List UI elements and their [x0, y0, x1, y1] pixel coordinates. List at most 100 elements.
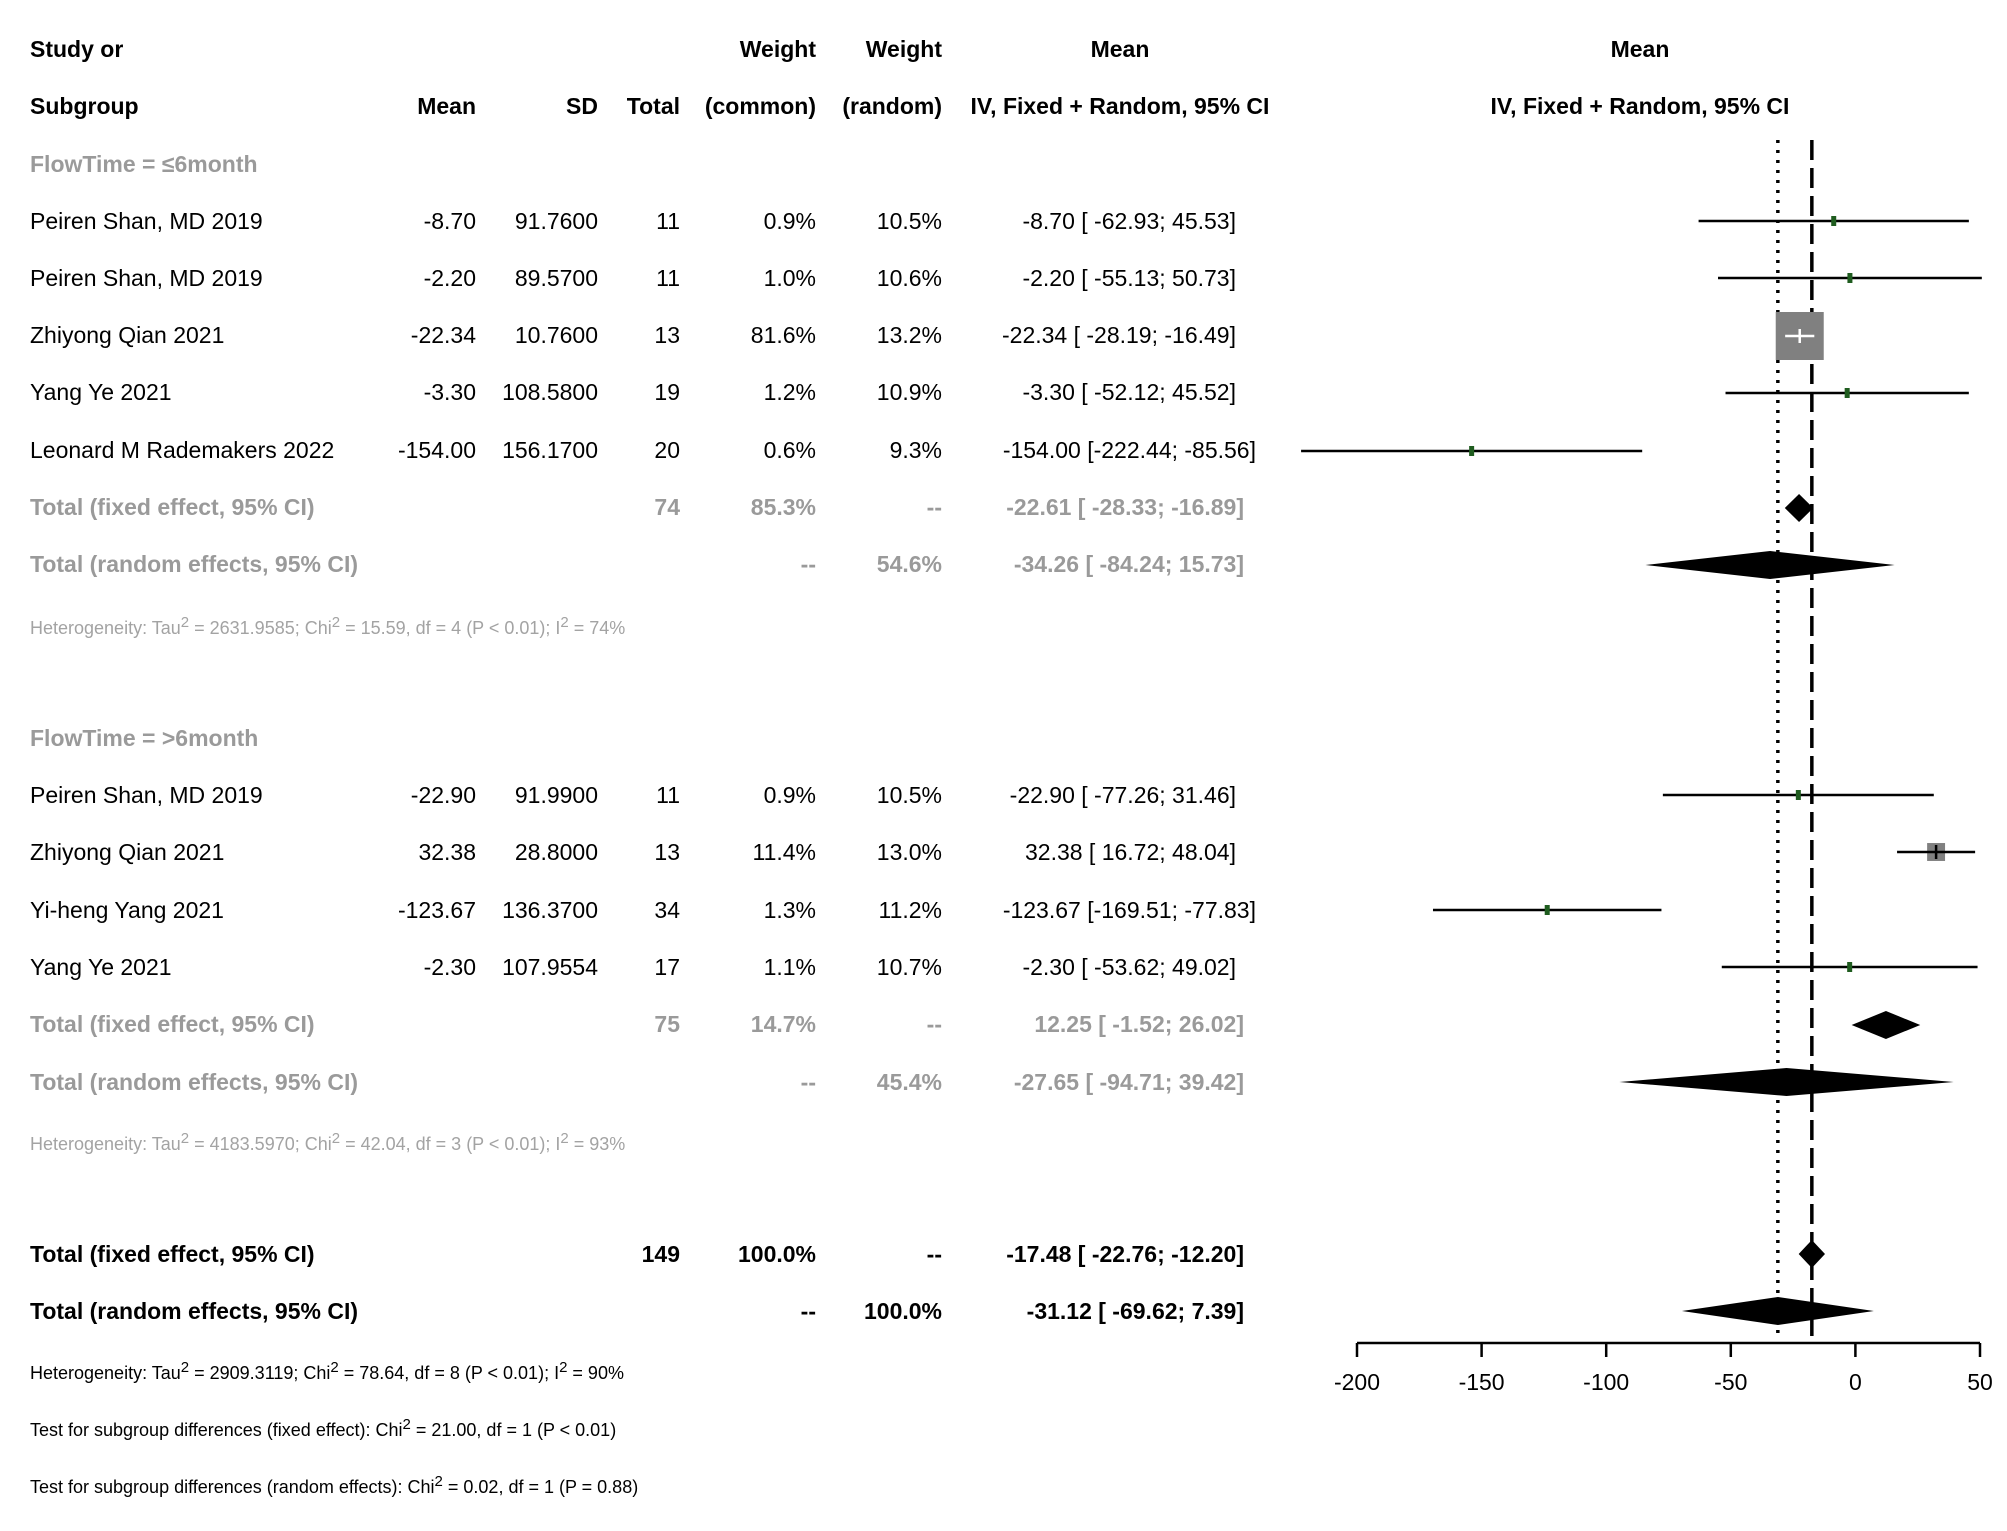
- study-total: 11: [656, 208, 680, 234]
- study-weight-random: 11.2%: [878, 897, 942, 923]
- study-weight-random: 10.6%: [876, 265, 942, 291]
- study-ci: -22.90 [ -77.26; 31.46]: [1009, 782, 1236, 808]
- study-mean: -22.34: [410, 322, 476, 348]
- study-name: Zhiyong Qian 2021: [30, 322, 225, 348]
- study-sd: 136.3700: [502, 897, 598, 923]
- study-sd: 89.5700: [514, 265, 598, 291]
- study-point-marker: [1847, 273, 1853, 283]
- study-name: Yang Ye 2021: [30, 379, 172, 405]
- random-total-ci: -34.26 [ -84.24; 15.73]: [1013, 551, 1244, 577]
- study-mean: -2.20: [423, 265, 476, 291]
- study-weight-common: 1.3%: [763, 897, 816, 923]
- fixed-total-n: 75: [654, 1011, 680, 1037]
- study-ci: -2.20 [ -55.13; 50.73]: [1022, 265, 1236, 291]
- summary-diamond: [1798, 1240, 1825, 1268]
- study-point-marker: [1844, 388, 1850, 398]
- study-sd: 91.7600: [514, 208, 598, 234]
- header-total: Total: [626, 93, 680, 119]
- header-ci-line1: Mean: [1090, 36, 1150, 62]
- study-weight-random: 10.5%: [876, 208, 942, 234]
- summary-diamond: [1784, 494, 1814, 522]
- study-mean: -2.30: [423, 954, 476, 980]
- study-weight-common: 0.9%: [763, 208, 816, 234]
- header-study-line2: Subgroup: [30, 93, 139, 119]
- study-weight-random: 10.9%: [876, 379, 942, 405]
- fixed-total-label: Total (fixed effect, 95% CI): [30, 1011, 315, 1037]
- study-sd: 156.1700: [502, 437, 598, 463]
- study-sd: 91.9900: [514, 782, 598, 808]
- random-total-weight-random: 45.4%: [876, 1069, 942, 1095]
- summary-diamond: [1851, 1011, 1921, 1039]
- study-mean: 32.38: [418, 839, 476, 865]
- study-name: Peiren Shan, MD 2019: [30, 208, 263, 234]
- study-total: 13: [654, 839, 680, 865]
- subgroup-test-random-text: Test for subgroup differences (random ef…: [30, 1473, 639, 1497]
- header-weight-common-line1: Weight: [739, 36, 816, 62]
- fixed-total-n: 74: [654, 494, 680, 520]
- header-weight-random-line2: (random): [842, 93, 942, 119]
- random-total-weight-random: 54.6%: [876, 551, 942, 577]
- header-mean: Mean: [417, 93, 476, 119]
- random-total-label: Total (random effects, 95% CI): [30, 551, 359, 577]
- study-name: Yi-heng Yang 2021: [30, 897, 224, 923]
- study-ci: -3.30 [ -52.12; 45.52]: [1022, 379, 1236, 405]
- overall-fixed-weight-random: --: [926, 1241, 942, 1267]
- x-axis-tick-label: -100: [1583, 1369, 1629, 1395]
- study-ci: -8.70 [ -62.93; 45.53]: [1022, 208, 1236, 234]
- x-axis-tick-label: -200: [1334, 1369, 1380, 1395]
- header-sd: SD: [566, 93, 598, 119]
- overall-heterogeneity-text: Heterogeneity: Tau2 = 2909.3119; Chi2 = …: [30, 1359, 624, 1383]
- fixed-total-weight-random: --: [926, 1011, 942, 1037]
- study-total: 34: [654, 897, 680, 923]
- heterogeneity-text: Heterogeneity: Tau2 = 4183.5970; Chi2 = …: [30, 1130, 626, 1154]
- header-weight-common-line2: (common): [704, 93, 816, 119]
- overall-fixed-label: Total (fixed effect, 95% CI): [30, 1241, 315, 1267]
- study-ci: -154.00 [-222.44; -85.56]: [1002, 437, 1256, 463]
- summary-diamond: [1645, 551, 1895, 579]
- study-sd: 28.8000: [514, 839, 598, 865]
- header-study-line1: Study or: [30, 36, 124, 62]
- overall-random-label: Total (random effects, 95% CI): [30, 1298, 359, 1324]
- study-point-marker: [1795, 790, 1801, 800]
- overall-random-ci: -31.12 [ -69.62; 7.39]: [1026, 1298, 1244, 1324]
- study-weight-common: 81.6%: [750, 322, 816, 348]
- study-weight-common: 0.9%: [763, 782, 816, 808]
- study-name: Yang Ye 2021: [30, 954, 172, 980]
- random-total-weight-common: --: [800, 1069, 816, 1095]
- random-total-label: Total (random effects, 95% CI): [30, 1069, 359, 1095]
- overall-fixed-n: 149: [641, 1241, 680, 1267]
- fixed-total-ci: 12.25 [ -1.52; 26.02]: [1034, 1011, 1244, 1037]
- study-weight-random: 10.5%: [876, 782, 942, 808]
- heterogeneity-text: Heterogeneity: Tau2 = 2631.9585; Chi2 = …: [30, 614, 626, 638]
- overall-fixed-ci: -17.48 [ -22.76; -12.20]: [1006, 1241, 1244, 1267]
- study-mean: -3.30: [423, 379, 476, 405]
- subgroup-test-fixed-text: Test for subgroup differences (fixed eff…: [30, 1416, 617, 1440]
- study-weight-common: 11.4%: [752, 839, 816, 865]
- study-total: 19: [654, 379, 680, 405]
- fixed-total-weight-random: --: [926, 494, 942, 520]
- header-plot-line1: Mean: [1610, 36, 1670, 62]
- fixed-total-weight-common: 14.7%: [750, 1011, 816, 1037]
- study-point-marker: [1544, 905, 1550, 915]
- x-axis-tick-label: -150: [1459, 1369, 1505, 1395]
- header-ci-line2: IV, Fixed + Random, 95% CI: [970, 93, 1270, 119]
- fixed-total-ci: -22.61 [ -28.33; -16.89]: [1006, 494, 1244, 520]
- study-weight-common: 1.1%: [763, 954, 816, 980]
- study-weight-random: 13.2%: [876, 322, 942, 348]
- study-weight-random: 10.7%: [876, 954, 942, 980]
- study-name: Leonard M Rademakers 2022: [30, 437, 335, 463]
- study-weight-common: 1.0%: [763, 265, 816, 291]
- study-sd: 107.9554: [502, 954, 598, 980]
- fixed-total-weight-common: 85.3%: [750, 494, 816, 520]
- study-name: Zhiyong Qian 2021: [30, 839, 225, 865]
- study-total: 11: [656, 265, 680, 291]
- study-total: 20: [654, 437, 680, 463]
- overall-random-weight-common: --: [800, 1298, 816, 1324]
- study-point-marker: [1469, 446, 1475, 456]
- study-point-marker: [1831, 216, 1837, 226]
- overall-fixed-weight-common: 100.0%: [737, 1241, 816, 1267]
- subgroup-label: FlowTime = ≤6month: [30, 151, 258, 177]
- study-sd: 108.5800: [502, 379, 598, 405]
